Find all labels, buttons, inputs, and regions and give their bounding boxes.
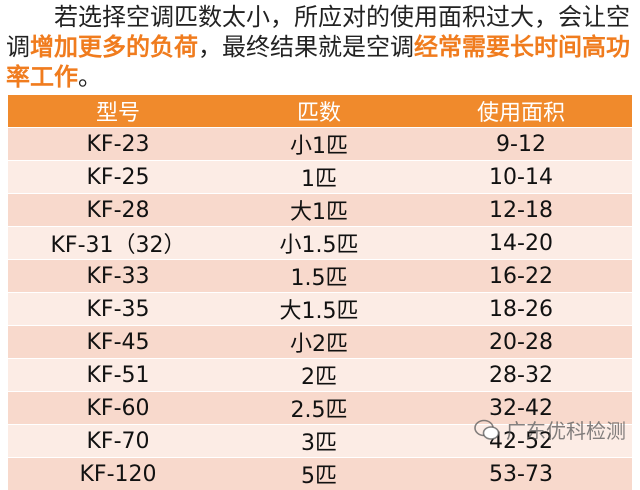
- table-cell: 大1匹: [228, 194, 410, 227]
- table-cell: KF-31（32）: [8, 227, 228, 260]
- watermark: 广东优科检测: [474, 415, 626, 444]
- table-cell: 28-32: [410, 359, 632, 392]
- table-cell: KF-51: [8, 359, 228, 392]
- intro-text: 。: [78, 63, 102, 91]
- watermark-text: 广东优科检测: [506, 415, 626, 444]
- table-cell: 大1.5匹: [228, 293, 410, 326]
- header-row: 型号匹数使用面积: [8, 95, 632, 128]
- table-cell: KF-33: [8, 260, 228, 293]
- header-cell: 型号: [8, 95, 228, 128]
- highlight-text: 增加更多的负荷: [30, 33, 198, 61]
- table-cell: 10-14: [410, 161, 632, 194]
- table-cell: KF-60: [8, 392, 228, 425]
- table-cell: 20-28: [410, 326, 632, 359]
- table-cell: 2匹: [228, 359, 410, 392]
- table-cell: 2.5匹: [228, 392, 410, 425]
- table-cell: KF-28: [8, 194, 228, 227]
- table-cell: KF-25: [8, 161, 228, 194]
- table-cell: KF-45: [8, 326, 228, 359]
- table-cell: 1.5匹: [228, 260, 410, 293]
- table-cell: KF-70: [8, 425, 228, 458]
- intro-paragraph: 若选择空调匹数太小，所应对的使用面积过大，会让空调增加更多的负荷，最终结果就是空…: [6, 2, 634, 92]
- table-cell: 14-20: [410, 227, 632, 260]
- table-cell: 小2匹: [228, 326, 410, 359]
- table-cell: 18-26: [410, 293, 632, 326]
- table-cell: 12-18: [410, 194, 632, 227]
- table-cell: 5匹: [228, 458, 410, 490]
- table-cell: 小1.5匹: [228, 227, 410, 260]
- table-cell: 小1匹: [228, 128, 410, 161]
- table-cell: KF-23: [8, 128, 228, 161]
- table-cell: 53-73: [410, 458, 632, 490]
- table-cell: 3匹: [228, 425, 410, 458]
- wechat-icon: [474, 419, 500, 441]
- table-cell: 1匹: [228, 161, 410, 194]
- table-cell: KF-35: [8, 293, 228, 326]
- intro-text: ，最终结果就是空调: [198, 33, 414, 61]
- header-cell: 匹数: [228, 95, 410, 128]
- table-cell: 9-12: [410, 128, 632, 161]
- header-cell: 使用面积: [410, 95, 632, 128]
- page: 若选择空调匹数太小，所应对的使用面积过大，会让空调增加更多的负荷，最终结果就是空…: [0, 0, 640, 480]
- table-cell: 16-22: [410, 260, 632, 293]
- table-cell: KF-120: [8, 458, 228, 490]
